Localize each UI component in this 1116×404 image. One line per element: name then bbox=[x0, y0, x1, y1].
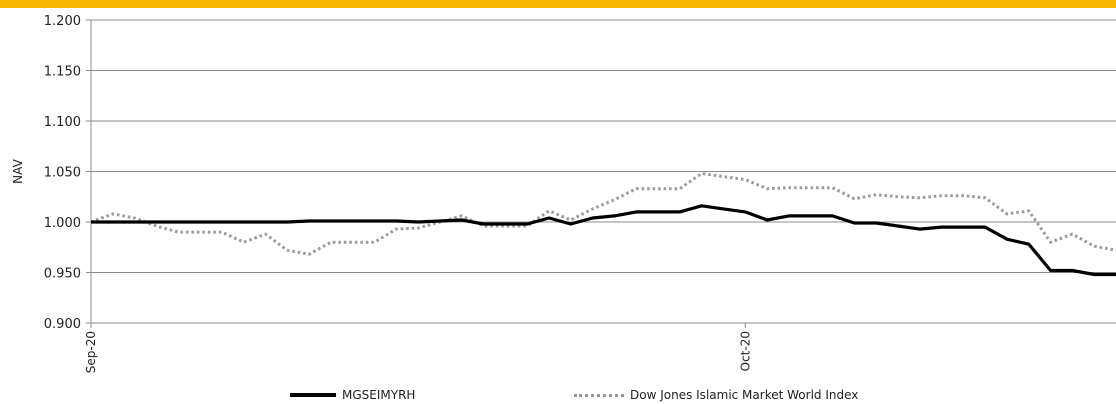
series-line-mgseimyrh bbox=[91, 204, 1116, 277]
x-tick-label: Oct-20 bbox=[738, 331, 752, 371]
x-tick-label: Sep-20 bbox=[84, 331, 98, 373]
axes bbox=[86, 19, 1116, 328]
y-tick-label: 1.200 bbox=[44, 14, 81, 29]
gridlines bbox=[91, 19, 1116, 324]
legend-item-djimi: Dow Jones Islamic Market World Index bbox=[574, 387, 858, 403]
legend-swatch-solid bbox=[290, 393, 336, 397]
legend-swatch-dotted bbox=[574, 393, 624, 397]
series-line-djimi bbox=[90, 172, 1116, 256]
y-tick-label: 1.100 bbox=[44, 115, 81, 130]
legend-item-mgseimyrh: MGSEIMYRH bbox=[290, 387, 415, 403]
y-tick-label: 1.150 bbox=[44, 65, 81, 80]
legend-label: MGSEIMYRH bbox=[342, 388, 416, 402]
y-tick-label: 0.950 bbox=[44, 267, 81, 282]
y-tick-label: 0.900 bbox=[44, 317, 81, 332]
series-lines bbox=[90, 172, 1116, 277]
y-tick-label: 1.000 bbox=[44, 216, 81, 231]
legend-label: Dow Jones Islamic Market World Index bbox=[630, 388, 859, 402]
y-tick-labels: 1.200 1.150 1.100 1.050 1.000 0.950 0.900 bbox=[44, 14, 81, 332]
top-accent-bar bbox=[0, 0, 1116, 8]
y-tick-label: 1.050 bbox=[44, 166, 81, 181]
y-axis-label: NAV bbox=[11, 158, 25, 183]
x-tick-labels: Sep-20 Oct-20 bbox=[84, 331, 752, 373]
